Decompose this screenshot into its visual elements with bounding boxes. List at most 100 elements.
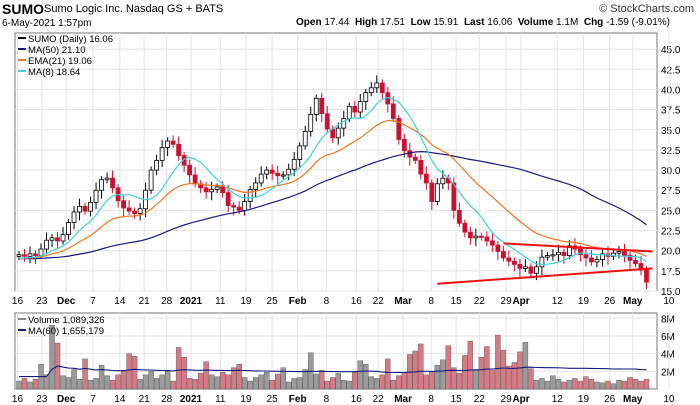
volume-bar bbox=[561, 381, 567, 390]
candle-down bbox=[561, 251, 567, 256]
candle-up bbox=[93, 189, 99, 203]
candle-down bbox=[170, 140, 176, 145]
volume-bar bbox=[280, 367, 286, 390]
price-tick-label: 35.0 bbox=[661, 126, 681, 137]
candle-up bbox=[66, 222, 71, 235]
volume-x-tick-label: 8 bbox=[428, 394, 434, 405]
volume-bar bbox=[605, 380, 611, 390]
volume-bar bbox=[544, 380, 551, 390]
candle-up bbox=[550, 254, 556, 257]
volume-bar bbox=[506, 365, 512, 390]
candle-down bbox=[121, 200, 126, 209]
candle-down bbox=[401, 139, 407, 152]
volume-bar bbox=[175, 347, 182, 390]
candle-up bbox=[27, 253, 33, 257]
candle-down bbox=[82, 205, 88, 212]
volume-bar bbox=[627, 377, 633, 390]
candle-up bbox=[44, 239, 49, 250]
candle-up bbox=[567, 245, 572, 256]
volume-bar bbox=[186, 378, 193, 390]
volume-bar bbox=[368, 376, 374, 390]
candle-up bbox=[374, 82, 380, 89]
volume-bar bbox=[473, 369, 479, 390]
price-x-tick-label: 15 bbox=[451, 296, 463, 307]
candle-up bbox=[71, 211, 77, 223]
volume-bar bbox=[330, 377, 336, 390]
candle-up bbox=[335, 127, 341, 139]
volume-bar bbox=[456, 372, 463, 390]
candle-down bbox=[181, 155, 187, 166]
volume-bar bbox=[230, 367, 237, 390]
candle-down bbox=[589, 257, 594, 263]
price-x-tick-label: 23 bbox=[36, 296, 48, 307]
volume-bar bbox=[434, 364, 441, 390]
candle-up bbox=[159, 147, 165, 161]
candle-up bbox=[363, 92, 369, 102]
price-tick-label: 17.5 bbox=[661, 267, 681, 278]
price-x-tick-label: 21 bbox=[139, 296, 151, 307]
volume-bar bbox=[484, 346, 490, 390]
candle-down bbox=[578, 248, 583, 256]
price-x-tick-label: 8 bbox=[428, 296, 434, 307]
volume-bar bbox=[43, 374, 50, 390]
volume-bar bbox=[214, 376, 220, 390]
candle-down bbox=[22, 254, 27, 257]
price-x-tick-label: Dec bbox=[57, 296, 76, 307]
candle-down bbox=[231, 205, 237, 208]
volume-bar bbox=[451, 367, 457, 390]
candle-down bbox=[176, 143, 182, 156]
candle-up bbox=[60, 234, 66, 242]
candle-down bbox=[324, 113, 330, 130]
price-x-tick-label: 12 bbox=[552, 296, 564, 307]
volume-tick-label: 8M bbox=[661, 314, 675, 325]
volume-bar bbox=[76, 379, 83, 390]
candle-up bbox=[247, 189, 253, 202]
volume-bar bbox=[159, 374, 165, 390]
price-x-tick-label: 16 bbox=[12, 296, 24, 307]
volume-bar bbox=[49, 325, 55, 390]
price-x-tick-label: 7 bbox=[90, 296, 96, 307]
volume-bar bbox=[396, 375, 402, 390]
volume-x-tick-label: 16 bbox=[351, 394, 363, 405]
volume-bar bbox=[643, 379, 650, 390]
candle-up bbox=[209, 189, 215, 193]
candle-down bbox=[627, 255, 633, 261]
price-tick-label: 27.5 bbox=[661, 186, 681, 197]
volume-bar bbox=[412, 350, 419, 390]
volume-x-tick-label: 25 bbox=[267, 394, 279, 405]
candle-down bbox=[55, 237, 60, 242]
price-legend-entry: SUMO (Daily) 16.06 bbox=[28, 34, 113, 45]
volume-bar bbox=[225, 374, 231, 390]
volume-bar bbox=[374, 378, 380, 390]
volume-bar bbox=[153, 378, 160, 390]
price-x-tick-label: Apr bbox=[512, 296, 529, 307]
candle-down bbox=[644, 269, 649, 283]
volume-x-tick-label: 23 bbox=[36, 394, 48, 405]
volume-x-tick-label: 22 bbox=[474, 394, 486, 405]
candle-up bbox=[77, 205, 82, 213]
price-x-tick-label: 19 bbox=[240, 296, 252, 307]
price-x-tick-label: 22 bbox=[373, 296, 385, 307]
volume-bar bbox=[241, 377, 248, 390]
candle-down bbox=[379, 82, 385, 94]
volume-bar bbox=[302, 369, 308, 390]
volume-bar bbox=[357, 360, 363, 390]
volume-x-tick-label: 2021 bbox=[180, 394, 203, 405]
candle-down bbox=[352, 105, 358, 113]
volume-bar bbox=[429, 371, 435, 390]
price-x-tick-label: 19 bbox=[578, 296, 590, 307]
symbol: SUMO bbox=[2, 1, 44, 17]
upper-trendline bbox=[503, 242, 653, 253]
volume-x-tick-label: 7 bbox=[90, 394, 96, 405]
candle-up bbox=[99, 179, 104, 191]
volume-bar bbox=[247, 380, 253, 390]
candle-down bbox=[633, 259, 638, 264]
volume-bar bbox=[489, 370, 496, 390]
price-x-tick-label: 11 bbox=[215, 296, 226, 307]
volume-bar bbox=[528, 368, 534, 390]
copyright[interactable]: © StockCharts.com bbox=[599, 3, 694, 15]
volume-bar bbox=[352, 372, 358, 390]
candle-up bbox=[313, 97, 319, 115]
price-legend-entry: MA(50) 21.10 bbox=[28, 45, 86, 56]
